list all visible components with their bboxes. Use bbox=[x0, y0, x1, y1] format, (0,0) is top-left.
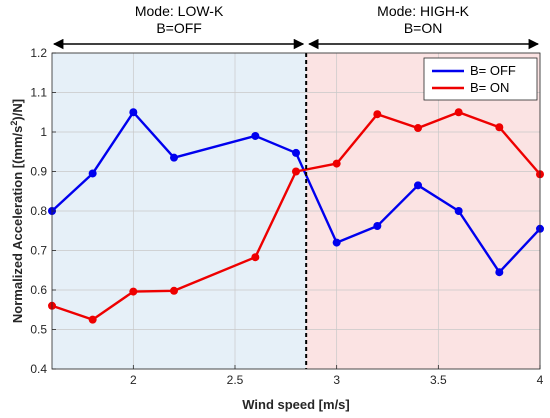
y-tick-label-6: 1 bbox=[40, 125, 47, 139]
x-tick-label-0: 2 bbox=[130, 373, 137, 387]
mode-labels: Mode: LOW-K B=OFF Mode: HIGH-K B=ON bbox=[52, 3, 540, 50]
series-0-point-2 bbox=[129, 108, 138, 117]
x-tick-label-3: 3.5 bbox=[430, 373, 447, 387]
x-tick-label-1: 2.5 bbox=[227, 373, 244, 387]
x-tick-label-4: 4 bbox=[537, 373, 544, 387]
series-0-point-9 bbox=[454, 207, 463, 215]
y-axis-label-prefix: Normalized Acceleration [(mm/s bbox=[10, 126, 25, 323]
y-tick-label-3: 0.7 bbox=[30, 244, 47, 258]
y-axis-label-sup: 2 bbox=[9, 121, 19, 126]
series-1-point-4 bbox=[251, 253, 260, 262]
series-1-point-9 bbox=[454, 108, 463, 117]
series-1-point-2 bbox=[129, 287, 138, 296]
y-tick-label-8: 1.2 bbox=[30, 46, 47, 60]
series-0-point-7 bbox=[373, 222, 382, 231]
series-line-1 bbox=[51, 111, 541, 321]
y-axis-label-suffix: )/N] bbox=[10, 99, 25, 121]
legend: B= OFF B= ON bbox=[423, 57, 538, 101]
y-tick-label-4: 0.8 bbox=[30, 204, 47, 218]
x-tick-label-2: 3 bbox=[333, 373, 340, 387]
series-0-point-6 bbox=[332, 238, 341, 247]
series-line-0 bbox=[51, 111, 541, 274]
y-axis-label: Normalized Acceleration [(mm/s2)/N] bbox=[9, 99, 25, 323]
axis-ticks: 2 2.5 3 3.5 4 0.4 0.5 0.6 0.7 0.8 0.9 1 1.1 1.2 bbox=[30, 46, 543, 387]
series-0-point-10 bbox=[495, 268, 504, 277]
series-0-point-8 bbox=[414, 181, 422, 190]
series-0-point-3 bbox=[170, 153, 178, 162]
series-lines bbox=[48, 108, 544, 324]
mode-low-k-b-label: B=OFF bbox=[156, 20, 202, 36]
legend-box bbox=[423, 57, 538, 101]
series-1-point-7 bbox=[373, 110, 382, 119]
legend-label-b-off: B= OFF bbox=[470, 63, 516, 78]
mode-high-k-b-label: B=ON bbox=[404, 20, 443, 36]
series-0-point-1 bbox=[88, 169, 97, 178]
series-0-point-4 bbox=[251, 131, 260, 140]
legend-label-b-on: B= ON bbox=[470, 80, 509, 95]
y-tick-label-1: 0.5 bbox=[30, 323, 47, 337]
y-tick-label-2: 0.6 bbox=[30, 283, 47, 297]
mode-high-k-label: Mode: HIGH-K bbox=[377, 3, 469, 19]
x-axis-label: Wind speed [m/s] bbox=[242, 397, 350, 412]
series-1-point-8 bbox=[414, 124, 422, 133]
mode-low-k-label: Mode: LOW-K bbox=[135, 3, 224, 19]
series-1-point-6 bbox=[332, 159, 341, 168]
y-tick-label-0: 0.4 bbox=[30, 362, 47, 376]
series-1-point-10 bbox=[495, 123, 504, 132]
y-tick-label-5: 0.9 bbox=[30, 165, 47, 179]
series-1-point-5 bbox=[292, 167, 300, 176]
series-1-point-1 bbox=[88, 315, 97, 324]
y-tick-label-7: 1.1 bbox=[30, 86, 47, 100]
series-1-point-3 bbox=[170, 286, 178, 295]
series-0-point-5 bbox=[292, 148, 300, 157]
